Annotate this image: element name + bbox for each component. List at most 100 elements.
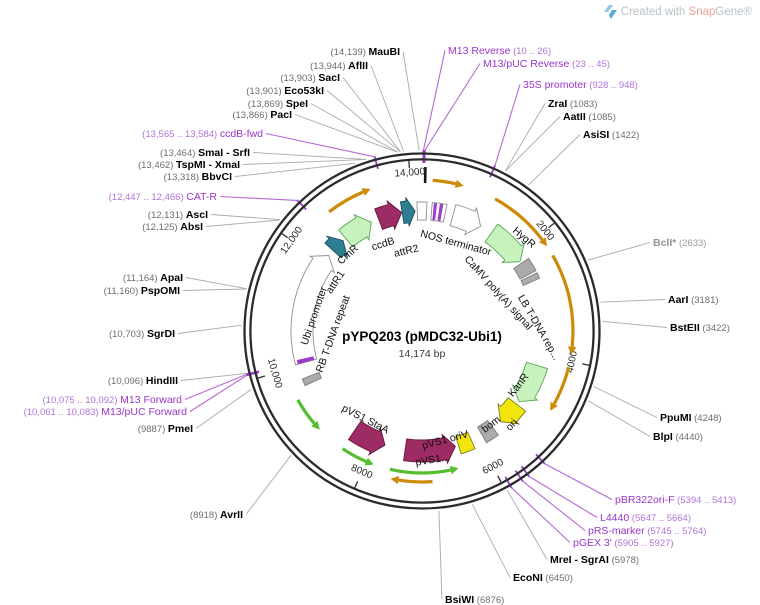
site-label-pmei[interactable]: (9887) PmeI: [138, 423, 193, 435]
site-label-cat-r[interactable]: (12,447 .. 12,466) CAT-R: [109, 191, 218, 203]
site-label-pspomi[interactable]: (11,160) PspOMI: [104, 285, 180, 297]
orange-orf-arrow: [398, 478, 433, 484]
green-orf-arrowhead: [364, 457, 374, 466]
feature-nos-terminator[interactable]: [416, 201, 428, 221]
leader-lines-layer: [177, 50, 668, 600]
site-label-bcli[interactable]: BclI* (2633): [653, 237, 706, 249]
primer-tick-m13-forward: [246, 370, 260, 376]
feature-pvs1-oriv[interactable]: [455, 431, 476, 455]
orange-orf-arrow: [494, 197, 544, 241]
site-label-prs-marker[interactable]: pRS-marker (5745 .. 5764): [588, 525, 706, 537]
site-label-avrii[interactable]: (8918) AvrII: [190, 509, 243, 521]
feature-lb-t-dna-repeat[interactable]: [520, 272, 541, 287]
site-label-35s-promoter[interactable]: 35S promoter (928 .. 948): [523, 79, 638, 91]
site-label-m13-reverse[interactable]: M13 Reverse (10 .. 26): [448, 45, 551, 57]
leader-line-aatii: [505, 116, 561, 172]
feature-ori[interactable]: [497, 397, 527, 425]
feature-label-attr2[interactable]: attR2: [393, 242, 420, 259]
orange-orf-arrow: [432, 178, 457, 186]
feature-label-ccdb[interactable]: ccdB: [370, 235, 396, 253]
site-label-paci[interactable]: (13,866) PacI: [232, 109, 292, 121]
feature-bom[interactable]: [476, 419, 499, 444]
site-label-sgrdi[interactable]: (10,703) SgrDI: [109, 328, 175, 340]
site-label-m13-puc-forward[interactable]: (10,061 .. 10,083) M13/pUC Forward: [24, 406, 188, 418]
leader-line-blpi: [588, 400, 651, 437]
site-label-econi[interactable]: EcoNI (6450): [513, 572, 573, 584]
orange-orf-arrowhead: [361, 188, 371, 196]
feature-attr2[interactable]: [399, 197, 416, 227]
leader-line-asci: [210, 214, 281, 221]
site-labels-layer: (14,139) MauBI (13,944) AflII(13,903) Sac…: [24, 45, 737, 605]
orange-orf-arrowhead: [539, 237, 547, 247]
site-label-m13-forward[interactable]: (10,075 .. 10,092) M13 Forward: [43, 394, 183, 406]
site-label-bbvci[interactable]: (13,318) BbvCI: [164, 171, 232, 183]
site-label-asci[interactable]: (12,131) AscI: [148, 209, 208, 221]
feature-camv-poly-a-signal[interactable]: [513, 257, 537, 280]
site-label-bsiwi[interactable]: BsiWI (6876): [445, 594, 504, 605]
site-label-pbr322ori-f[interactable]: pBR322ori-F (5394 .. 5413): [615, 494, 736, 506]
site-label-aatii[interactable]: AatII (1085): [563, 111, 616, 123]
site-label-ppumi[interactable]: PpuMI (4248): [660, 412, 722, 424]
backbone-inner-ring: [249, 158, 595, 504]
feature-ubi-promoter[interactable]: [290, 255, 336, 366]
site-label-apai[interactable]: (11,164) ApaI: [123, 272, 183, 284]
site-label-m13-puc-reverse[interactable]: M13/pUC Reverse (23 .. 45): [483, 58, 610, 70]
scale-tick: [548, 222, 555, 229]
site-label-spei[interactable]: (13,869) SpeI: [248, 98, 308, 110]
site-label-saci[interactable]: (13,903) SacI: [280, 72, 340, 84]
feature-promoter[interactable]: [449, 203, 482, 236]
leader-line-zrai: [505, 103, 546, 172]
feature-rb-t-dna-repeat[interactable]: [301, 371, 322, 387]
primer-tick-pbr322ori-f: [535, 453, 546, 465]
backbone-outer-ring: [243, 152, 601, 510]
primer-tick-cat-r: [296, 199, 307, 211]
leader-line-apai: [185, 277, 247, 290]
site-label-l4440[interactable]: L4440 (5647 .. 5664): [600, 512, 691, 524]
orf-arrows-layer: [296, 178, 577, 485]
leader-line-pbr322ori-f: [544, 463, 613, 500]
feature-ccdb[interactable]: [374, 199, 403, 231]
scale-tick: [582, 363, 590, 366]
leader-line-tspmi-xmai: [242, 158, 367, 165]
site-label-pgex-3[interactable]: pGEX 3' (5905 .. 5927): [573, 537, 674, 549]
plasmid-title: pYPQ203 (pMDC32-Ubi1): [342, 329, 502, 344]
leader-line-eco53ki: [326, 90, 401, 153]
leader-line-mrei-sgrai: [506, 489, 548, 560]
site-label-maubi[interactable]: (14,139) MauBI: [330, 46, 400, 58]
site-label-asisi[interactable]: AsiSI (1422): [583, 129, 639, 141]
green-orf-arrowhead: [449, 465, 459, 475]
site-label-aari[interactable]: AarI (3181): [668, 294, 719, 306]
feature-pvs1[interactable]: [403, 433, 456, 465]
site-label-hindiii[interactable]: (10,096) HindIII: [108, 375, 178, 387]
leader-line-pgex-3: [511, 487, 571, 543]
orange-orf-arrow: [328, 190, 364, 214]
site-label-smai-srfi[interactable]: (13,464) SmaI - SrfI: [160, 147, 250, 159]
site-label-ccdb-fwd[interactable]: (13,565 .. 13,584) ccdB-fwd: [142, 128, 263, 140]
feature-hygr[interactable]: [484, 223, 525, 264]
feature-label-pvs1[interactable]: pVS1...: [415, 451, 451, 468]
scale-tick: [408, 160, 411, 169]
site-label-eco53ki[interactable]: (13,901) Eco53kI: [246, 85, 324, 97]
site-label-blpi[interactable]: BlpI (4440): [653, 431, 703, 443]
leader-line-prs-marker: [522, 480, 586, 531]
leader-line-l4440: [528, 475, 598, 518]
site-label-zrai[interactable]: ZraI (1083): [548, 98, 597, 110]
primer-stripe: [432, 203, 438, 221]
site-label-aflii[interactable]: (13,944) AflII: [310, 60, 368, 72]
scale-tick: [354, 481, 359, 489]
site-label-mrei-sgrai[interactable]: MreI - SgrAI (5978): [550, 554, 639, 566]
feature-label-nos-terminator[interactable]: NOS terminator: [419, 228, 493, 259]
site-label-tspmi-xmai[interactable]: (13,462) TspMI - XmaI: [138, 159, 240, 171]
primer-stripe: [437, 203, 444, 221]
leader-line-35s-promoter: [494, 84, 521, 167]
feature-cmr[interactable]: [338, 213, 372, 248]
feature-kanr[interactable]: [511, 361, 549, 403]
site-label-absi[interactable]: (12,125) AbsI: [142, 221, 203, 233]
orange-orf-arrowhead: [568, 346, 577, 355]
feature-pvs1-staa[interactable]: [347, 420, 386, 456]
primer-stripe: [296, 356, 315, 365]
feature-attr1[interactable]: [324, 235, 349, 259]
site-label-bsteii[interactable]: BstEII (3422): [670, 322, 730, 334]
